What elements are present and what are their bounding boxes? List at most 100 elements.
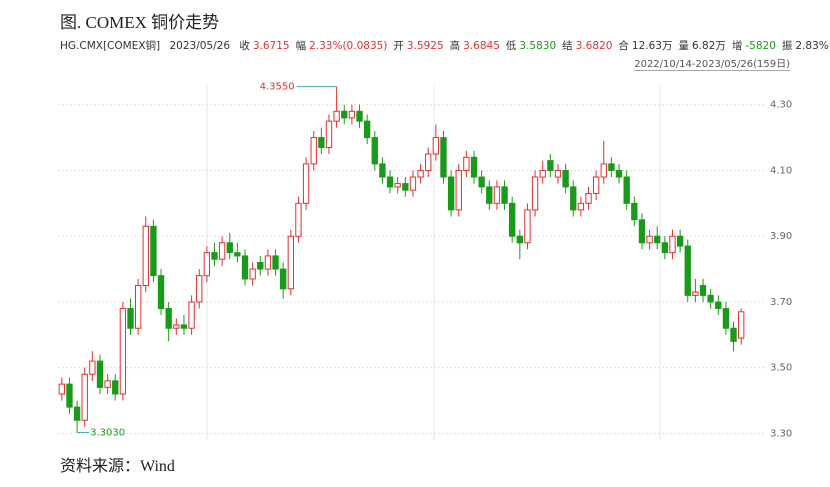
candle-body xyxy=(203,252,211,277)
candle-body xyxy=(669,235,676,254)
max-label: 4.3550 xyxy=(260,82,295,93)
candle-body xyxy=(707,294,714,303)
quote-value: 6.82万 xyxy=(691,40,726,52)
candle-body xyxy=(600,163,607,178)
candle-body xyxy=(676,235,684,247)
candle-body xyxy=(157,275,165,310)
candle-body xyxy=(501,186,508,204)
candle-body xyxy=(302,163,310,204)
y-tick-label: 3.50 xyxy=(770,363,792,374)
candle-body xyxy=(280,268,287,290)
candle-body xyxy=(608,163,615,171)
candle-body xyxy=(509,202,516,237)
candle-body xyxy=(218,242,226,260)
candle-body xyxy=(646,235,653,244)
candle-body xyxy=(371,137,378,165)
candle-body xyxy=(524,209,531,244)
candle-body xyxy=(570,186,577,211)
candle-body xyxy=(661,242,669,254)
y-tick-label: 4.30 xyxy=(770,100,792,111)
quote-item: 开 3.5925 xyxy=(393,40,443,52)
candle-body xyxy=(66,383,73,408)
date: 2023/05/26 xyxy=(169,40,231,52)
quote-item: 低 3.5830 xyxy=(506,40,556,52)
quote-item: 收 3.6715 xyxy=(239,40,289,52)
candle-body xyxy=(692,291,699,296)
candle-body xyxy=(89,360,96,375)
candle-body xyxy=(257,262,264,270)
quote-item: 幅 2.33%(0.0835) xyxy=(296,40,388,52)
candle-body xyxy=(363,120,371,139)
candle-body xyxy=(96,360,104,388)
candle-body xyxy=(562,169,569,188)
candle-body xyxy=(699,285,707,296)
candle-body xyxy=(722,308,730,329)
quote-label: 幅 xyxy=(295,40,307,52)
min-label: 3.3030 xyxy=(90,427,125,438)
quote-value: 3.6820 xyxy=(575,40,613,52)
candle-body xyxy=(531,176,539,211)
candle-body xyxy=(134,285,142,329)
quote-label: 振 xyxy=(781,40,793,52)
candle-body xyxy=(394,183,401,188)
candle-body xyxy=(432,137,440,155)
candle-body xyxy=(295,202,302,237)
candle-body xyxy=(211,252,218,260)
quote-item: 量 6.82万 xyxy=(678,40,725,52)
candle-body xyxy=(654,235,661,244)
quote-item: 高 3.6845 xyxy=(450,40,500,52)
y-tick-label: 4.10 xyxy=(770,165,792,176)
quote-value: 3.6845 xyxy=(463,40,500,52)
quote-item: 合 12.63万 xyxy=(618,40,672,52)
quote-label: 低 xyxy=(505,40,517,52)
candle-body xyxy=(516,235,523,244)
candle-body xyxy=(493,186,501,204)
candle-body xyxy=(333,110,340,122)
candle-body xyxy=(81,373,88,421)
quote-label: 增 xyxy=(731,40,743,52)
candle-body xyxy=(119,308,127,395)
candle-body xyxy=(325,120,333,148)
candle-body xyxy=(440,137,447,178)
candle-body xyxy=(318,137,325,148)
candle-body xyxy=(127,308,134,329)
candle-body xyxy=(234,252,241,257)
candle-body xyxy=(341,110,348,119)
candle-body xyxy=(264,255,272,270)
quote-item: 结 3.6820 xyxy=(562,40,612,52)
candle-body xyxy=(417,169,424,178)
candle-body xyxy=(478,176,485,188)
candle-body xyxy=(585,192,592,204)
candle-body xyxy=(150,225,157,277)
candle-body xyxy=(486,186,493,204)
candle-body xyxy=(592,176,600,194)
candle-body xyxy=(447,176,455,211)
candle-body xyxy=(470,156,478,178)
quote-item: 增 -5820 xyxy=(732,40,776,52)
y-tick-label: 3.70 xyxy=(770,297,792,308)
quote-label: 开 xyxy=(393,40,404,52)
quote-label: 量 xyxy=(678,40,689,52)
candle-body xyxy=(638,219,646,244)
candle-body xyxy=(402,183,409,191)
quote-value: 12.63万 xyxy=(631,40,673,52)
candle-body xyxy=(287,235,294,290)
candle-body xyxy=(554,169,562,178)
y-tick-label: 3.90 xyxy=(770,231,792,242)
source-note: 资料来源：Wind xyxy=(60,458,175,475)
candle-body xyxy=(730,327,737,342)
quote-label: 收 xyxy=(239,40,250,52)
quote-header: HG.CMX[COMEX铜] 2023/05/26 收 3.6715 幅 2.33%(… xyxy=(60,38,830,53)
candle-body xyxy=(547,160,554,171)
candle-body xyxy=(379,163,386,178)
candle-body xyxy=(104,380,111,388)
candle-body xyxy=(738,311,745,339)
quote-label: 结 xyxy=(562,40,573,52)
candle-body xyxy=(623,176,630,204)
candle-body xyxy=(249,268,256,280)
candle-body xyxy=(684,245,691,296)
quote-value: 3.5925 xyxy=(406,40,444,52)
y-tick-label: 3.30 xyxy=(770,428,792,439)
quote-item: 振 2.83% xyxy=(782,40,829,52)
